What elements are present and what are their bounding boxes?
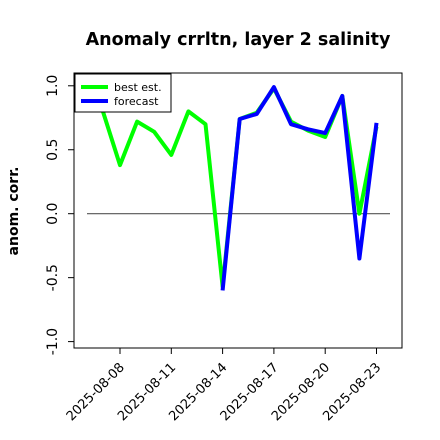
y-tick-label: -1.0 [45,328,61,355]
y-tick-label: -0.5 [45,264,61,291]
y-tick-label: 0.5 [45,139,61,161]
legend-label-best-est: best est. [114,81,162,94]
chart-title: Anomaly crrltn, layer 2 salinity [86,30,391,50]
y-tick-label: 0.0 [45,203,61,225]
plot-frame [73,72,403,349]
y-axis-label: anom. corr. [6,167,22,256]
legend-box [74,73,172,113]
y-tick-label: 1.0 [45,75,61,97]
legend-label-forecast: forecast [114,95,159,108]
legend: best est. forecast [74,73,172,113]
series-line-forecast [220,85,379,291]
